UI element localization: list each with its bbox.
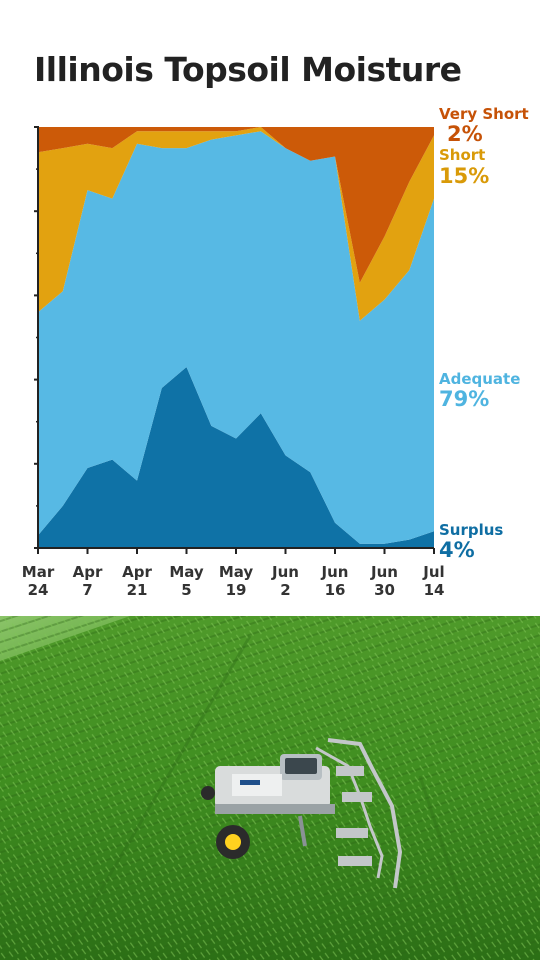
x-tick-label-day: 14 — [424, 581, 445, 599]
cornfield-photo — [0, 616, 540, 960]
legend-very-short-value: 2% — [447, 122, 483, 146]
x-tick-label-month: Jul — [422, 563, 444, 581]
legend-short-value: 15% — [439, 164, 489, 188]
topsoil-moisture-chart: Mar24Apr7Apr21May5May19Jun2Jun16Jun30Jul… — [22, 105, 529, 599]
x-tick-label-day: 16 — [325, 581, 346, 599]
legend-adequate-value: 79% — [439, 387, 489, 411]
x-tick-label-month: May — [219, 563, 254, 581]
x-tick-label-month: Jun — [321, 563, 349, 581]
legend-short-name: Short — [439, 146, 485, 164]
x-tick-label-day: 19 — [226, 581, 247, 599]
x-tick-label-month: Apr — [73, 563, 103, 581]
legend-surplus-name: Surplus — [439, 521, 503, 539]
legend-very-short-name: Very Short — [439, 105, 529, 123]
x-tick-label-month: May — [169, 563, 204, 581]
x-tick-label-day: 30 — [374, 581, 395, 599]
area-short — [38, 127, 434, 321]
chart-title: Illinois Topsoil Moisture — [34, 50, 462, 89]
x-tick-label-day: 7 — [82, 581, 92, 599]
x-tick-label-month: Apr — [122, 563, 152, 581]
area-surplus — [38, 367, 434, 548]
x-tick-label-month: Jun — [271, 563, 299, 581]
x-tick-label-month: Jun — [370, 563, 398, 581]
x-tick-label-day: 5 — [181, 581, 191, 599]
x-tick-label-month: Mar — [22, 563, 55, 581]
x-tick-label-day: 21 — [127, 581, 148, 599]
sprayer-tractor-icon — [201, 738, 403, 889]
area-adequate — [38, 131, 434, 544]
legend-surplus-value: 4% — [439, 538, 475, 562]
area-very-short — [38, 127, 434, 283]
legend-adequate-name: Adequate — [439, 370, 520, 388]
x-tick-label-day: 2 — [280, 581, 290, 599]
x-tick-label-day: 24 — [28, 581, 49, 599]
